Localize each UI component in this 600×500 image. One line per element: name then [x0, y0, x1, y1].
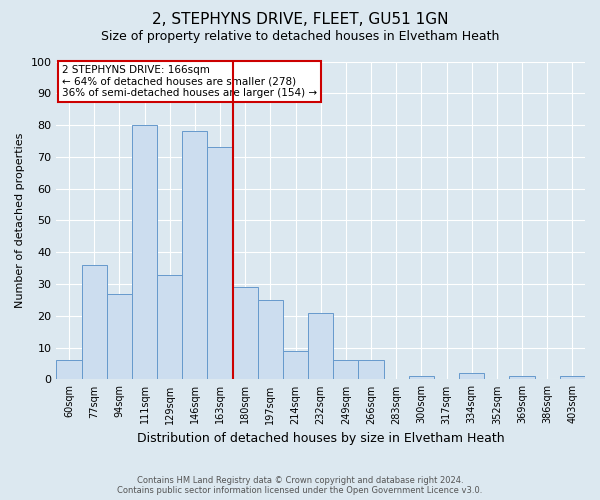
Bar	[208, 148, 233, 380]
Bar	[308, 312, 333, 380]
Bar	[132, 125, 157, 380]
Bar	[283, 351, 308, 380]
Bar	[409, 376, 434, 380]
Bar	[107, 294, 132, 380]
Bar	[258, 300, 283, 380]
Bar	[157, 274, 182, 380]
Text: 2 STEPHYNS DRIVE: 166sqm
← 64% of detached houses are smaller (278)
36% of semi-: 2 STEPHYNS DRIVE: 166sqm ← 64% of detach…	[62, 64, 317, 98]
Bar	[358, 360, 383, 380]
Bar	[82, 265, 107, 380]
Text: Contains HM Land Registry data © Crown copyright and database right 2024.
Contai: Contains HM Land Registry data © Crown c…	[118, 476, 482, 495]
Bar	[182, 132, 208, 380]
Bar	[459, 373, 484, 380]
Bar	[333, 360, 358, 380]
X-axis label: Distribution of detached houses by size in Elvetham Heath: Distribution of detached houses by size …	[137, 432, 505, 445]
Text: Size of property relative to detached houses in Elvetham Heath: Size of property relative to detached ho…	[101, 30, 499, 43]
Text: 2, STEPHYNS DRIVE, FLEET, GU51 1GN: 2, STEPHYNS DRIVE, FLEET, GU51 1GN	[152, 12, 448, 28]
Bar	[560, 376, 585, 380]
Y-axis label: Number of detached properties: Number of detached properties	[15, 133, 25, 308]
Bar	[56, 360, 82, 380]
Bar	[509, 376, 535, 380]
Bar	[233, 287, 258, 380]
